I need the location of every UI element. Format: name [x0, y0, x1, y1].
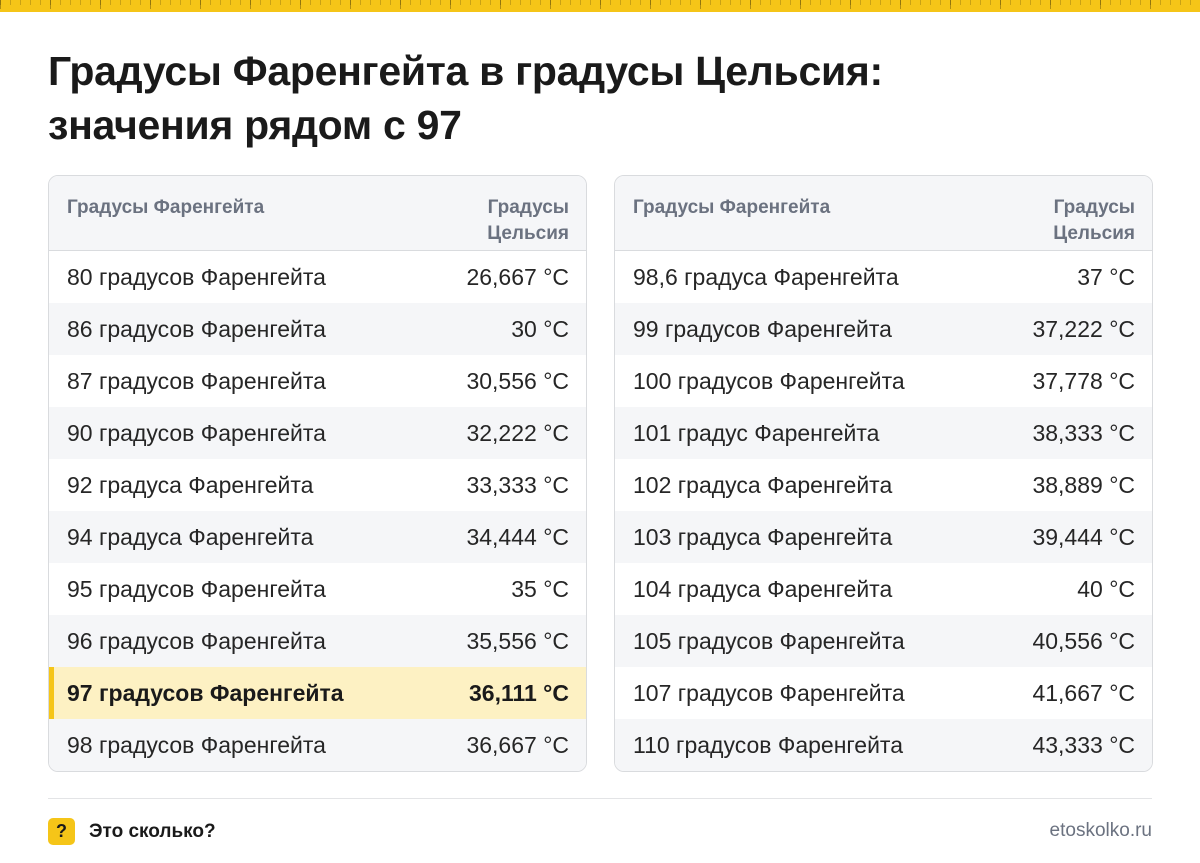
- table-row: 86 градусов Фаренгейта 30 °C: [49, 303, 586, 355]
- celsius-cell: 35,556 °C: [466, 627, 569, 654]
- fahrenheit-cell: 104 градуса Фаренгейта: [633, 575, 893, 602]
- table-row: 99 градусов Фаренгейта 37,222 °C: [615, 303, 1152, 355]
- fahrenheit-cell: 102 градуса Фаренгейта: [633, 471, 893, 498]
- brand-logo[interactable]: ? Это сколько?: [48, 818, 216, 845]
- celsius-cell: 40,556 °C: [1032, 627, 1135, 654]
- table-row: 95 градусов Фаренгейта 35 °C: [49, 563, 586, 615]
- column-header-fahrenheit: Градусы Фаренгейта: [67, 197, 265, 218]
- column-header-celsius: Градусы Цельсия: [1053, 197, 1135, 244]
- celsius-cell: 37 °C: [1077, 263, 1135, 290]
- celsius-cell: 41,667 °C: [1032, 679, 1135, 706]
- ruler-decoration: [0, 0, 1200, 12]
- table-row-highlighted: 97 градусов Фаренгейта 36,111 °C: [49, 667, 586, 719]
- celsius-cell: 36,111 °C: [468, 679, 569, 706]
- fahrenheit-cell: 90 градусов Фаренгейта: [67, 419, 326, 446]
- celsius-cell: 30 °C: [511, 315, 569, 342]
- fahrenheit-cell: 103 градуса Фаренгейта: [633, 523, 893, 550]
- table-row: 105 градусов Фаренгейта 40,556 °C: [615, 615, 1152, 667]
- table-row: 87 градусов Фаренгейта 30,556 °C: [49, 355, 586, 407]
- celsius-cell: 39,444 °C: [1032, 523, 1135, 550]
- table-row: 107 градусов Фаренгейта 41,667 °C: [615, 667, 1152, 719]
- brand-name: Это сколько?: [89, 820, 216, 842]
- celsius-cell: 35 °C: [511, 575, 569, 602]
- fahrenheit-cell: 95 градусов Фаренгейта: [67, 575, 326, 602]
- table-row: 104 градуса Фаренгейта 40 °C: [615, 563, 1152, 615]
- table-row: 100 градусов Фаренгейта 37,778 °C: [615, 355, 1152, 407]
- table-row: 102 градуса Фаренгейта 38,889 °C: [615, 459, 1152, 511]
- celsius-cell: 37,778 °C: [1032, 367, 1135, 394]
- table-row: 98,6 градуса Фаренгейта 37 °C: [615, 251, 1152, 303]
- fahrenheit-cell: 97 градусов Фаренгейта: [67, 679, 344, 706]
- table-row: 80 градусов Фаренгейта 26,667 °C: [49, 251, 586, 303]
- table-row: 110 градусов Фаренгейта 43,333 °C: [615, 719, 1152, 771]
- celsius-cell: 34,444 °C: [466, 523, 569, 550]
- page-title-line-2: значения рядом с 97: [48, 102, 462, 148]
- question-mark-icon: ?: [48, 818, 75, 845]
- fahrenheit-cell: 98,6 градуса Фаренгейта: [633, 263, 899, 290]
- table-row: 96 градусов Фаренгейта 35,556 °C: [49, 615, 586, 667]
- fahrenheit-cell: 107 градусов Фаренгейта: [633, 679, 905, 706]
- table-header: Градусы Фаренгейта Градусы Цельсия: [49, 176, 586, 251]
- fahrenheit-cell: 94 градуса Фаренгейта: [67, 523, 314, 550]
- table-row: 101 градус Фаренгейта 38,333 °C: [615, 407, 1152, 459]
- celsius-cell: 38,889 °C: [1032, 471, 1135, 498]
- fahrenheit-cell: 98 градусов Фаренгейта: [67, 731, 326, 758]
- fahrenheit-cell: 96 градусов Фаренгейта: [67, 627, 326, 654]
- footer-divider: [48, 798, 1152, 799]
- fahrenheit-cell: 87 градусов Фаренгейта: [67, 367, 326, 394]
- fahrenheit-cell: 101 градус Фаренгейта: [633, 419, 880, 446]
- fahrenheit-cell: 92 градуса Фаренгейта: [67, 471, 314, 498]
- celsius-cell: 36,667 °C: [466, 731, 569, 758]
- conversion-table-left: Градусы Фаренгейта Градусы Цельсия 80 гр…: [48, 175, 587, 772]
- column-header-fahrenheit: Градусы Фаренгейта: [633, 197, 831, 218]
- celsius-cell: 26,667 °C: [466, 263, 569, 290]
- page-title-line-1: Градусы Фаренгейта в градусы Цельсия:: [48, 48, 883, 94]
- fahrenheit-cell: 99 градусов Фаренгейта: [633, 315, 892, 342]
- fahrenheit-cell: 100 градусов Фаренгейта: [633, 367, 905, 394]
- conversion-table-right: Градусы Фаренгейта Градусы Цельсия 98,6 …: [614, 175, 1153, 772]
- table-row: 92 градуса Фаренгейта 33,333 °C: [49, 459, 586, 511]
- celsius-cell: 33,333 °C: [466, 471, 569, 498]
- table-header: Градусы Фаренгейта Градусы Цельсия: [615, 176, 1152, 251]
- fahrenheit-cell: 110 градусов Фаренгейта: [633, 731, 904, 758]
- column-header-celsius: Градусы Цельсия: [487, 197, 569, 244]
- table-row: 103 градуса Фаренгейта 39,444 °C: [615, 511, 1152, 563]
- table-row: 94 градуса Фаренгейта 34,444 °C: [49, 511, 586, 563]
- celsius-cell: 30,556 °C: [466, 367, 569, 394]
- celsius-cell: 38,333 °C: [1032, 419, 1135, 446]
- page-title: Градусы Фаренгейта в градусы Цельсия: зн…: [48, 44, 1148, 152]
- site-domain[interactable]: etoskolko.ru: [1049, 820, 1152, 841]
- celsius-cell: 37,222 °C: [1032, 315, 1135, 342]
- table-row: 90 градусов Фаренгейта 32,222 °C: [49, 407, 586, 459]
- table-row: 98 градусов Фаренгейта 36,667 °C: [49, 719, 586, 771]
- fahrenheit-cell: 105 градусов Фаренгейта: [633, 627, 905, 654]
- fahrenheit-cell: 86 градусов Фаренгейта: [67, 315, 326, 342]
- celsius-cell: 43,333 °C: [1032, 731, 1135, 758]
- celsius-cell: 32,222 °C: [466, 419, 569, 446]
- fahrenheit-cell: 80 градусов Фаренгейта: [67, 263, 326, 290]
- celsius-cell: 40 °C: [1077, 575, 1135, 602]
